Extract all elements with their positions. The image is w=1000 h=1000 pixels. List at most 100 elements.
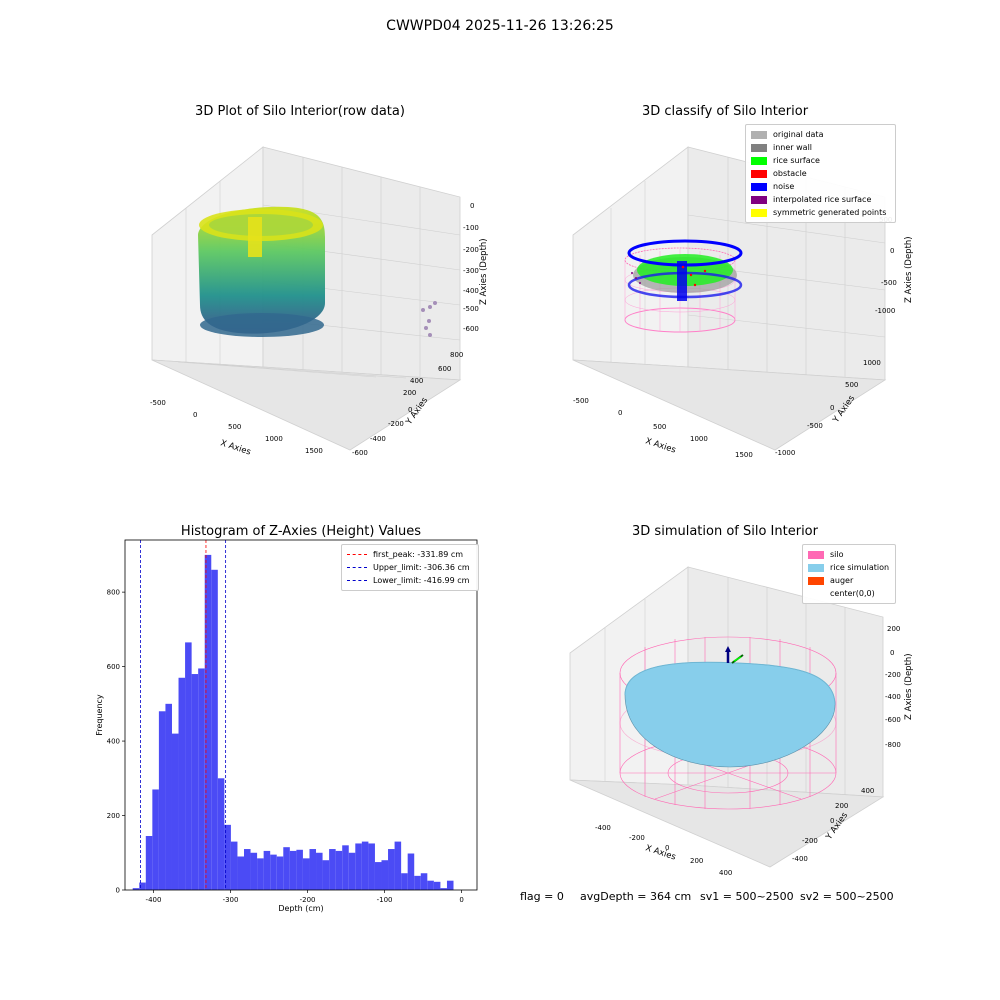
p1-y-tick: -600 [352, 449, 368, 457]
p4-x-tick: 200 [690, 857, 703, 865]
p2-legend-item: original data [751, 128, 890, 141]
histogram-bar [198, 668, 205, 890]
p1-x-label: X Axies [219, 438, 252, 457]
p4-x-tick: -400 [595, 824, 611, 832]
histogram-bar [407, 853, 415, 890]
histogram-bar [446, 880, 454, 890]
panel2-3d-plot: -500 0 500 1000 1500 -1000 -500 0 500 10… [572, 146, 914, 459]
histogram-bar [283, 847, 290, 890]
p2-z-tick: -1000 [875, 307, 895, 315]
p4-y-tick: 200 [835, 802, 848, 810]
histogram-y-label: Frequency [95, 694, 104, 736]
histogram-x-label: Depth (cm) [278, 904, 323, 913]
p1-point-cloud [198, 206, 437, 337]
panel1-3d-plot: -500 0 500 1000 1500 -600 -400 -200 0 20… [150, 146, 489, 458]
sv2-text: sv2 = 500~2500 [800, 890, 894, 903]
p2-x-tick: 1000 [690, 435, 708, 443]
p4-z-tick: -400 [885, 693, 901, 701]
p4-x-tick: 0 [665, 844, 669, 852]
p4-legend-item: auger [808, 574, 890, 587]
p1-x-tick: 0 [193, 411, 197, 419]
p4-legend-swatch [808, 563, 824, 572]
histogram-bar [178, 677, 186, 890]
p1-y-tick: 0 [408, 406, 412, 414]
histogram-bar [165, 703, 172, 890]
histogram-y-tick-label: 0 [116, 887, 120, 895]
p1-y-tick: 600 [438, 365, 451, 373]
p2-legend-swatch [751, 130, 767, 139]
histogram-bar [368, 843, 375, 890]
histogram-bar [263, 850, 271, 890]
p2-legend-label: interpolated rice surface [773, 195, 872, 204]
histogram-bar [401, 873, 408, 890]
p4-legend-label: auger [830, 576, 854, 585]
p2-y-tick: -500 [807, 422, 823, 430]
avg-depth-text: avgDepth = 364 cm [580, 890, 692, 903]
p2-z-label: Z Axies (Depth) [904, 236, 914, 303]
p2-legend-label: symmetric generated points [773, 208, 887, 217]
p2-x-label: X Axies [644, 436, 677, 455]
histogram-bar [244, 849, 251, 890]
histogram-bar [388, 849, 395, 890]
p1-y-tick: -200 [388, 420, 404, 428]
histogram-bar [171, 733, 179, 890]
figure-title: CWWPD04 2025-11-26 13:26:25 [386, 18, 614, 34]
panel2-title: 3D classify of Silo Interior [641, 104, 809, 119]
histogram-bars [132, 554, 454, 890]
p4-legend-item: silo [808, 548, 890, 561]
histogram-bar [152, 789, 159, 890]
histogram-bar [145, 836, 153, 890]
p2-legend-swatch [751, 143, 767, 152]
histogram-title: Histogram of Z-Axies (Height) Values [180, 524, 422, 539]
histogram-bar [296, 849, 303, 890]
p2-legend-item: noise [751, 180, 890, 193]
p2-legend-swatch [751, 182, 767, 191]
histogram-y-ticks: 0 200 400 600 800 [107, 589, 125, 895]
p2-legend-label: obstacle [773, 169, 807, 178]
p2-y-tick: 0 [830, 404, 834, 412]
histogram-bar [374, 862, 382, 890]
p1-z-tick: -100 [463, 224, 479, 232]
histogram-legend-item: first_peak: -331.89 cm [347, 548, 473, 561]
histogram-bar [139, 882, 146, 890]
histogram-bar [414, 875, 421, 890]
histogram-bar [276, 856, 284, 890]
histogram-legend-swatch [347, 567, 367, 568]
histogram-legend: first_peak: -331.89 cm Upper_limit: -306.… [341, 544, 479, 591]
histogram-bar [257, 858, 264, 890]
histogram-legend-swatch [347, 580, 367, 581]
p1-y-tick: 800 [450, 351, 463, 359]
histogram-bar [230, 841, 238, 890]
histogram-bar [302, 858, 310, 890]
flag-text: flag = 0 [520, 890, 564, 903]
histogram-y-tick-label: 200 [107, 812, 120, 820]
histogram-bar [289, 850, 297, 890]
p4-legend-item: center(0,0) [808, 587, 890, 600]
p4-z-tick: -600 [885, 716, 901, 724]
p2-legend-label: rice surface [773, 156, 820, 165]
p2-legend: original data inner wall rice surface obsta… [745, 124, 896, 223]
p4-y-tick: -200 [802, 837, 818, 845]
p1-x-tick: 1000 [265, 435, 283, 443]
histogram-bar [348, 852, 356, 890]
p2-legend-label: inner wall [773, 143, 813, 152]
histogram-x-ticks: -400 -300 -200 -100 0 [146, 890, 464, 904]
p2-legend-swatch [751, 208, 767, 217]
p2-legend-item: interpolated rice surface [751, 193, 890, 206]
p4-y-tick: 0 [830, 817, 834, 825]
p4-legend-label: center(0,0) [830, 589, 875, 598]
p1-y-tick: -400 [370, 435, 386, 443]
histogram-frame [124, 539, 478, 891]
histogram-bar [316, 852, 323, 890]
p2-x-tick: 0 [618, 409, 622, 417]
histogram-x-tick-label: -100 [377, 896, 393, 904]
histogram-bar [250, 852, 258, 890]
p1-x-tick: 1500 [305, 447, 323, 455]
p2-legend-item: obstacle [751, 167, 890, 180]
histogram-bar [433, 881, 441, 890]
histogram-legend-label: Lower_limit: -416.99 cm [373, 576, 470, 585]
p2-legend-item: rice surface [751, 154, 890, 167]
histogram-bar [217, 778, 225, 890]
histogram-x-tick-label: 0 [459, 896, 463, 904]
histogram-bar [132, 888, 140, 890]
